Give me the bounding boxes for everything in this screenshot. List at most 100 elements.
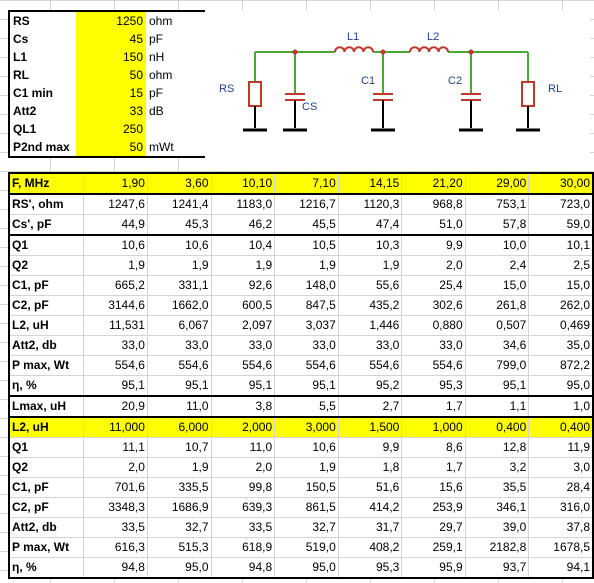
table-cell[interactable]: 408,2 xyxy=(338,537,403,558)
table-cell[interactable]: 554,6 xyxy=(147,355,212,376)
table-cell[interactable]: 3,8 xyxy=(211,395,276,418)
table-cell[interactable]: 57,8 xyxy=(465,214,530,236)
table-cell[interactable]: 600,5 xyxy=(211,295,276,316)
table-cell[interactable]: 0,507 xyxy=(465,315,530,336)
table-cell[interactable]: 6,067 xyxy=(147,315,212,336)
table-cell[interactable]: 15,6 xyxy=(401,477,466,498)
table-cell[interactable]: 12,8 xyxy=(465,437,530,458)
table-cell[interactable]: 259,1 xyxy=(401,537,466,558)
table-cell[interactable]: 335,5 xyxy=(147,477,212,498)
table-cell[interactable]: 618,9 xyxy=(211,537,276,558)
table-cell[interactable]: 0,400 xyxy=(465,416,530,438)
table-cell[interactable]: 1,9 xyxy=(83,255,148,276)
table-cell[interactable]: 11,1 xyxy=(83,437,148,458)
table-cell[interactable]: 10,6 xyxy=(274,437,339,458)
param-unit[interactable]: dB xyxy=(146,102,217,120)
param-unit[interactable]: pF xyxy=(146,30,217,48)
table-cell[interactable]: 25,4 xyxy=(401,275,466,296)
table-cell[interactable]: 95,2 xyxy=(338,375,403,397)
param-label[interactable]: C1 min xyxy=(8,84,76,102)
table-cell[interactable]: 11,9 xyxy=(528,437,594,458)
table-cell[interactable]: 32,7 xyxy=(274,517,339,538)
row-label[interactable]: Q2 xyxy=(8,457,85,478)
table-cell[interactable]: 346,1 xyxy=(465,497,530,518)
table-cell[interactable]: 1,9 xyxy=(274,457,339,478)
table-cell[interactable]: 10,0 xyxy=(465,234,530,256)
table-cell[interactable]: 3144,6 xyxy=(83,295,148,316)
table-cell[interactable]: 44,9 xyxy=(83,214,148,236)
table-cell[interactable]: 10,5 xyxy=(274,234,339,256)
table-cell[interactable]: 1,90 xyxy=(83,172,148,195)
table-cell[interactable]: 1247,6 xyxy=(83,193,148,215)
table-cell[interactable]: 1,500 xyxy=(338,416,403,438)
row-label[interactable]: η, % xyxy=(8,557,85,579)
table-cell[interactable]: 95,1 xyxy=(211,375,276,397)
row-label[interactable]: Q1 xyxy=(8,234,85,256)
param-value[interactable]: 33 xyxy=(76,102,146,120)
table-cell[interactable]: 554,6 xyxy=(401,355,466,376)
table-cell[interactable]: 6,000 xyxy=(147,416,212,438)
table-cell[interactable]: 1,9 xyxy=(147,457,212,478)
table-cell[interactable]: 861,5 xyxy=(274,497,339,518)
table-cell[interactable]: 59,0 xyxy=(528,214,594,236)
table-cell[interactable]: 872,2 xyxy=(528,355,594,376)
row-label[interactable]: Q2 xyxy=(8,255,85,276)
table-cell[interactable]: 515,3 xyxy=(147,537,212,558)
row-label[interactable]: Att2, db xyxy=(8,335,85,356)
table-cell[interactable]: 33,0 xyxy=(274,335,339,356)
row-label[interactable]: RS', ohm xyxy=(8,193,85,215)
table-cell[interactable]: 1678,5 xyxy=(528,537,594,558)
param-label[interactable]: QL1 xyxy=(8,120,76,138)
table-cell[interactable]: 9,9 xyxy=(338,437,403,458)
table-cell[interactable]: 1,7 xyxy=(401,457,466,478)
table-cell[interactable]: 95,0 xyxy=(147,557,212,579)
table-cell[interactable]: 1,9 xyxy=(211,255,276,276)
table-cell[interactable]: 95,0 xyxy=(528,375,594,397)
table-cell[interactable]: 46,2 xyxy=(211,214,276,236)
table-cell[interactable]: 701,6 xyxy=(83,477,148,498)
param-value[interactable]: 250 xyxy=(76,120,146,138)
table-cell[interactable]: 95,1 xyxy=(83,375,148,397)
param-unit[interactable]: ohm xyxy=(146,66,217,84)
table-cell[interactable]: 3348,3 xyxy=(83,497,148,518)
table-cell[interactable]: 33,0 xyxy=(338,335,403,356)
param-label[interactable]: Att2 xyxy=(8,102,76,120)
table-cell[interactable]: 1,7 xyxy=(401,395,466,418)
row-label[interactable]: C2, pF xyxy=(8,497,85,518)
table-cell[interactable]: 3,000 xyxy=(274,416,339,438)
table-cell[interactable]: 45,3 xyxy=(147,214,212,236)
table-cell[interactable]: 33,0 xyxy=(401,335,466,356)
table-cell[interactable]: 968,8 xyxy=(401,193,466,215)
table-cell[interactable]: 1120,3 xyxy=(338,193,403,215)
table-cell[interactable]: 3,037 xyxy=(274,315,339,336)
table-cell[interactable]: 21,20 xyxy=(401,172,466,195)
table-cell[interactable]: 95,0 xyxy=(274,557,339,579)
table-cell[interactable]: 1662,0 xyxy=(147,295,212,316)
table-cell[interactable]: 10,10 xyxy=(211,172,276,195)
table-cell[interactable]: 47,4 xyxy=(338,214,403,236)
table-cell[interactable]: 15,0 xyxy=(528,275,594,296)
table-cell[interactable]: 2,4 xyxy=(465,255,530,276)
param-unit[interactable]: pF xyxy=(146,84,217,102)
table-cell[interactable]: 35,0 xyxy=(528,335,594,356)
table-cell[interactable]: 554,6 xyxy=(338,355,403,376)
table-cell[interactable]: 2,0 xyxy=(83,457,148,478)
table-cell[interactable]: 0,400 xyxy=(528,416,594,438)
table-cell[interactable]: 11,0 xyxy=(211,437,276,458)
table-cell[interactable]: 1,000 xyxy=(401,416,466,438)
param-value[interactable]: 45 xyxy=(76,30,146,48)
table-cell[interactable]: 37,8 xyxy=(528,517,594,538)
table-cell[interactable]: 34,6 xyxy=(465,335,530,356)
table-cell[interactable]: 302,6 xyxy=(401,295,466,316)
param-label[interactable]: Cs xyxy=(8,30,76,48)
table-cell[interactable]: 262,0 xyxy=(528,295,594,316)
row-label[interactable]: L2, uH xyxy=(8,416,85,438)
table-cell[interactable]: 3,0 xyxy=(528,457,594,478)
param-label[interactable]: RS xyxy=(8,10,76,30)
row-label[interactable]: F, MHz xyxy=(8,172,85,195)
table-cell[interactable]: 847,5 xyxy=(274,295,339,316)
table-cell[interactable]: 94,1 xyxy=(528,557,594,579)
table-cell[interactable]: 14,15 xyxy=(338,172,403,195)
table-cell[interactable]: 1,9 xyxy=(338,255,403,276)
param-unit[interactable] xyxy=(146,120,217,138)
